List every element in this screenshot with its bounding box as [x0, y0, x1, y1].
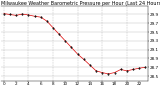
Text: Milwaukee Weather Barometric Pressure per Hour (Last 24 Hours): Milwaukee Weather Barometric Pressure pe… [1, 1, 160, 6]
